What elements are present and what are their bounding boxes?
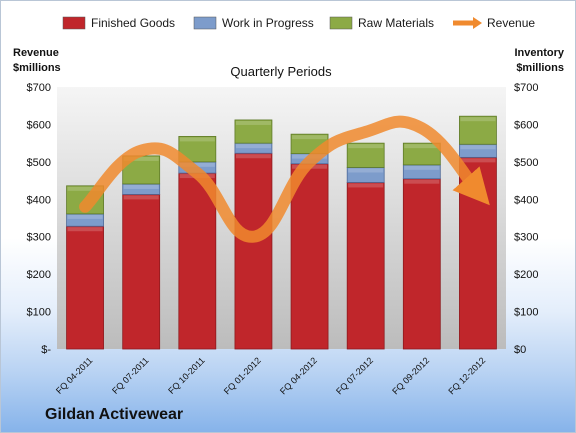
y-left-title-line2: $millions <box>13 62 61 74</box>
x-tick-fq-10-2011: FQ 10-2011 <box>166 355 207 396</box>
bar-highlight-raw-materials-fq-01-2012 <box>235 120 271 125</box>
legend-label-finished-goods: Finished Goods <box>91 16 175 30</box>
y-tick-left-7: $700 <box>27 82 51 94</box>
bar-finished-goods-fq-01-2012 <box>234 152 273 350</box>
bar-finished-goods-fq-04-2011 <box>66 225 104 350</box>
bar-raw-materials-fq-12-2012 <box>459 115 497 145</box>
legend-item-work-in-progress: Work in Progress <box>193 16 314 30</box>
bar-highlight-work-in-progress-fq-12-2012 <box>460 145 496 150</box>
y-tick-right-5: $500 <box>514 157 538 169</box>
bar-highlight-work-in-progress-fq-10-2011 <box>179 162 215 167</box>
bar-raw-materials-fq-09-2012 <box>402 142 441 166</box>
bar-finished-goods-fq-10-2011 <box>178 172 217 350</box>
y-tick-right-2: $200 <box>514 269 538 281</box>
y-tick-right-3: $300 <box>514 232 538 244</box>
bar-highlight-work-in-progress-fq-07-2011 <box>123 184 159 189</box>
legend-swatch-finished-goods <box>62 16 86 30</box>
bar-finished-goods-fq-09-2012 <box>402 178 441 350</box>
y-tick-left-0: $- <box>41 344 51 356</box>
bar-highlight-finished-goods-fq-01-2012 <box>235 154 271 159</box>
bar-finished-goods-fq-07-2011 <box>122 194 161 350</box>
y-tick-right-0: $0 <box>514 344 526 356</box>
y-tick-left-4: $400 <box>27 194 51 206</box>
y-right-title-line1: Inventory <box>514 47 564 59</box>
chart-subtitle: Quarterly Periods <box>230 64 332 79</box>
x-tick-fq-07-2012: FQ 07-2012 <box>334 355 375 396</box>
bar-finished-goods-fq-07-2012 <box>346 182 385 350</box>
bar-highlight-raw-materials-fq-04-2012 <box>292 135 328 140</box>
legend-item-raw-materials: Raw Materials <box>329 16 434 30</box>
bar-highlight-raw-materials-fq-07-2012 <box>348 144 384 149</box>
bar-highlight-raw-materials-fq-10-2011 <box>179 137 215 142</box>
x-tick-fq-07-2011: FQ 07-2011 <box>110 355 151 396</box>
bar-highlight-finished-goods-fq-07-2012 <box>348 183 384 188</box>
bar-highlight-finished-goods-fq-12-2012 <box>460 158 496 163</box>
y-left-title-line1: Revenue <box>13 47 59 59</box>
y-tick-left-5: $500 <box>27 157 51 169</box>
bar-highlight-finished-goods-fq-07-2011 <box>123 195 159 200</box>
y-axis-right: $0 $100 $200 $300 $400 $500 $600 $700 <box>514 82 538 356</box>
bar-highlight-raw-materials-fq-04-2011 <box>67 186 103 191</box>
footer-title: Gildan Activewear <box>45 406 183 423</box>
legend-swatch-work-in-progress <box>193 16 217 30</box>
y-tick-left-1: $100 <box>27 307 51 319</box>
bar-highlight-raw-materials-fq-07-2011 <box>123 156 159 161</box>
bar-highlight-work-in-progress-fq-04-2011 <box>67 214 103 219</box>
bar-highlight-work-in-progress-fq-09-2012 <box>404 165 440 170</box>
bar-highlight-raw-materials-fq-09-2012 <box>404 144 440 149</box>
x-tick-fq-12-2012: FQ 12-2012 <box>446 355 487 396</box>
legend-label-raw-materials: Raw Materials <box>358 16 434 30</box>
y-tick-right-4: $400 <box>514 194 538 206</box>
legend-label-revenue: Revenue <box>487 16 535 30</box>
revenue-line-group <box>79 115 490 243</box>
y-tick-right-6: $600 <box>514 119 538 131</box>
y-tick-right-7: $700 <box>514 82 538 94</box>
y-axis-left: $- $100 $200 $300 $400 $500 $600 $700 <box>27 82 52 356</box>
y-tick-right-1: $100 <box>514 307 538 319</box>
bar-raw-materials-fq-01-2012 <box>234 119 273 144</box>
bar-raw-materials-fq-07-2012 <box>346 142 385 168</box>
x-tick-fq-09-2012: FQ 09-2012 <box>390 355 431 396</box>
bar-highlight-work-in-progress-fq-07-2012 <box>348 168 384 173</box>
legend-swatch-raw-materials <box>329 16 353 30</box>
legend-arrow-revenue <box>473 17 482 29</box>
bar-highlight-finished-goods-fq-09-2012 <box>404 179 440 184</box>
revenue-line <box>79 115 490 243</box>
x-tick-fq-01-2012: FQ 01-2012 <box>222 355 263 396</box>
x-tick-fq-04-2012: FQ 04-2012 <box>278 355 319 396</box>
legend-item-finished-goods: Finished Goods <box>62 16 175 30</box>
x-axis: FQ 04-2011 FQ 07-2011 FQ 10-2011 FQ 01-2012… <box>54 355 487 396</box>
y-right-title-line2: $millions <box>516 62 564 74</box>
y-tick-left-2: $200 <box>27 269 51 281</box>
y-tick-left-3: $300 <box>27 232 51 244</box>
bar-highlight-work-in-progress-fq-01-2012 <box>235 144 271 149</box>
legend: Finished Goods Work in Progress Raw Mate… <box>62 16 535 30</box>
legend-label-work-in-progress: Work in Progress <box>222 16 314 30</box>
legend-item-revenue: Revenue <box>453 16 535 30</box>
bar-highlight-finished-goods-fq-04-2011 <box>67 227 103 232</box>
bar-finished-goods-fq-04-2012 <box>290 163 329 350</box>
x-tick-fq-04-2011: FQ 04-2011 <box>54 355 95 396</box>
bar-highlight-raw-materials-fq-12-2012 <box>460 117 496 122</box>
y-tick-left-6: $600 <box>27 119 51 131</box>
